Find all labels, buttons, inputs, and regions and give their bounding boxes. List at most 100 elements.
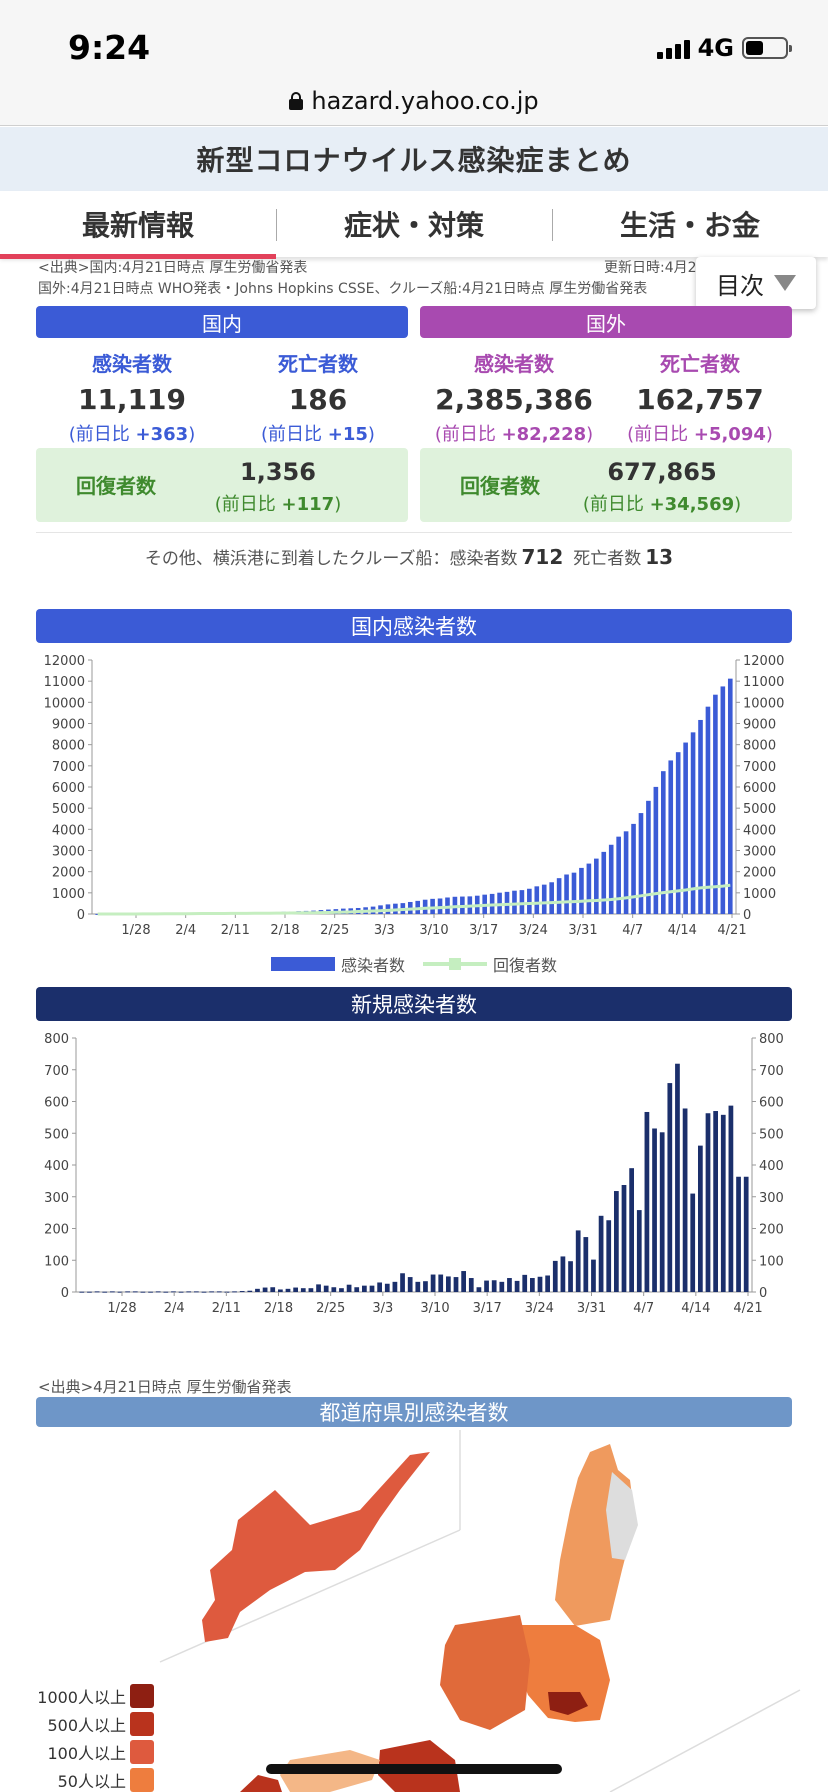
url-text[interactable]: hazard.yahoo.co.jp	[311, 86, 539, 115]
bar	[519, 890, 525, 914]
bar	[507, 1278, 512, 1292]
bar	[534, 886, 540, 914]
overseas-deaths: 死亡者数 162,757 (前日比 +5,094)	[610, 348, 790, 446]
page-title: 新型コロナウイルス感染症まとめ	[196, 144, 632, 177]
map-source: <出典>4月21日時点 厚生労働省発表	[38, 1378, 292, 1396]
x-tick-label: 4/14	[668, 923, 697, 938]
x-tick-label: 3/3	[372, 1301, 393, 1316]
y-tick-label: 10000	[44, 696, 85, 711]
y-tick-label: 1000	[743, 887, 776, 902]
bar	[316, 1284, 321, 1292]
y-tick-label: 8000	[743, 739, 776, 754]
map-region-tohoku-east	[606, 1472, 638, 1560]
prefecture-map	[159, 1430, 801, 1792]
chart-title-domestic: 国内感染者数	[36, 609, 792, 643]
bar	[331, 1287, 337, 1292]
bar	[400, 1273, 405, 1292]
bar	[571, 872, 577, 914]
bar	[300, 1288, 306, 1292]
x-tick-label: 3/24	[519, 923, 548, 938]
bar	[216, 1291, 222, 1293]
bar	[201, 1291, 207, 1293]
tab-bar: 最新情報 症状・対策 生活・お金	[0, 191, 828, 259]
bar	[323, 1285, 329, 1292]
x-tick-label: 3/17	[473, 1301, 502, 1316]
bar	[621, 1185, 627, 1292]
map-title: 都道府県別感染者数	[36, 1397, 792, 1427]
map-legend-item: 1000人以上	[36, 1682, 154, 1710]
bar	[653, 786, 659, 914]
y-tick-label: 600	[759, 1096, 784, 1111]
bar	[392, 1281, 398, 1292]
x-tick-label: 3/10	[419, 923, 448, 938]
y-tick-label: 400	[759, 1159, 784, 1174]
bar	[616, 836, 621, 914]
bar	[415, 1281, 421, 1292]
bar	[407, 1277, 413, 1292]
y-tick-label: 2000	[52, 866, 85, 881]
bar	[660, 771, 666, 914]
bar	[586, 863, 592, 914]
bar	[631, 823, 636, 914]
y-tick-label: 0	[759, 1286, 767, 1301]
y-tick-label: 4000	[52, 823, 85, 838]
map-legend: 1000人以上 500人以上 100人以上 50人以上	[36, 1682, 154, 1792]
bar	[453, 1277, 459, 1292]
x-tick-label: 2/11	[221, 923, 250, 938]
signal-icon	[656, 37, 690, 59]
bar	[102, 1291, 108, 1293]
status-bar: 9:24 4G	[0, 0, 828, 76]
status-time: 9:24	[68, 28, 151, 67]
y-tick-label: 12000	[44, 654, 85, 669]
chart-title-new-cases: 新規感染者数	[36, 987, 792, 1021]
y-tick-label: 100	[44, 1254, 69, 1269]
bar	[743, 1176, 749, 1292]
bar	[683, 742, 688, 914]
tab-latest-info[interactable]: 最新情報	[0, 191, 276, 259]
bar	[94, 1291, 100, 1293]
stat-value: 186	[288, 383, 348, 416]
x-tick-label: 4/14	[681, 1301, 710, 1316]
cruise-deaths: 13	[645, 545, 674, 569]
bar	[430, 1274, 436, 1292]
overseas-infected: 感染者数 2,385,386 (前日比 +82,228)	[424, 348, 604, 446]
x-tick-label: 3/17	[469, 923, 498, 938]
bar	[623, 831, 629, 914]
toc-label: 目次	[716, 271, 764, 300]
address-bar[interactable]: hazard.yahoo.co.jp	[0, 76, 828, 126]
legend-item-infected: 感染者数	[270, 952, 405, 976]
x-tick-label: 1/28	[107, 1301, 136, 1316]
bar	[79, 1291, 85, 1293]
source-domestic: <出典>国内:4月21日時点 厚生労働省発表	[38, 260, 308, 276]
bar	[667, 1083, 673, 1292]
bar	[613, 1191, 619, 1292]
bar	[636, 1210, 642, 1292]
x-tick-label: 2/18	[264, 1301, 293, 1316]
recovered-label: 回復者数	[76, 474, 156, 498]
new-cases-chart: 0 0 100 100 200 200 300 300 400 400 500 500 600 600 70…	[44, 1032, 784, 1316]
toc-button[interactable]: 目次	[696, 257, 816, 309]
map-region-tokyo	[548, 1692, 588, 1715]
bar	[575, 1230, 581, 1292]
tab-symptoms-measures[interactable]: 症状・対策	[276, 191, 552, 257]
x-tick-label: 1/28	[121, 923, 150, 938]
bar	[384, 1283, 390, 1292]
bar	[339, 1288, 344, 1292]
y-tick-label: 11000	[44, 675, 85, 690]
overseas-recovered: 回復者数 677,865 (前日比 +34,569)	[420, 448, 792, 522]
bar	[652, 1128, 657, 1292]
bar	[690, 1193, 696, 1292]
y-tick-label: 0	[77, 908, 85, 923]
bar	[638, 813, 644, 914]
bar	[529, 1278, 535, 1292]
tab-life-money[interactable]: 生活・お金	[552, 191, 828, 257]
home-indicator[interactable]	[266, 1764, 562, 1774]
y-tick-label: 3000	[52, 845, 85, 860]
bar	[117, 1291, 123, 1293]
y-tick-label: 500	[759, 1127, 784, 1142]
y-tick-label: 2000	[743, 866, 776, 881]
bar	[545, 1275, 551, 1292]
x-tick-label: 4/7	[622, 923, 643, 938]
map-region-hokkaido	[202, 1452, 430, 1642]
bar	[591, 1259, 596, 1292]
